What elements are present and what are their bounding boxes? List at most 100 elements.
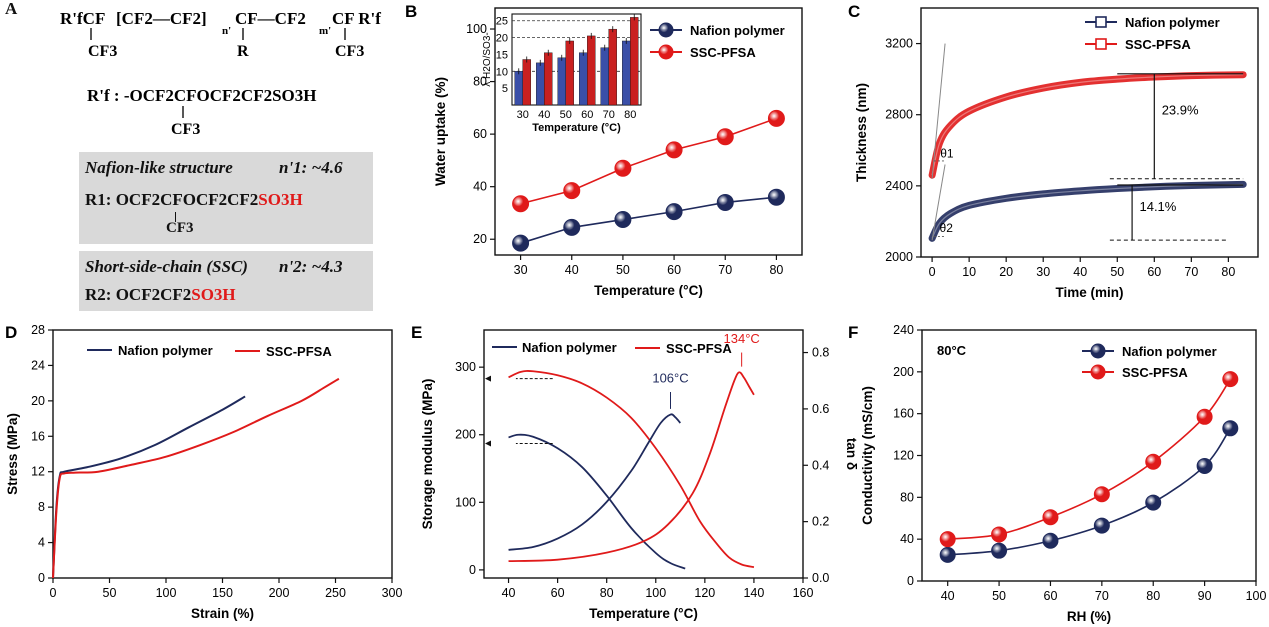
data-point-b	[665, 203, 683, 221]
x-tick-label-c: 40	[1073, 265, 1087, 279]
panel-letter-a: A	[5, 0, 18, 18]
legend-label-d: SSC-PFSA	[266, 344, 332, 359]
tangent-line-nafion	[931, 164, 946, 241]
y-axis-title-b: Water uptake (%)	[433, 77, 448, 186]
y-tick-label-f: 120	[893, 449, 914, 463]
x-tick-label-d: 250	[325, 586, 346, 600]
axis-pointer-head-e	[485, 440, 491, 447]
annotation-ssc-increase: 23.9%	[1162, 103, 1199, 118]
y-tick-label-c: 2000	[885, 250, 913, 264]
legend-marker-c	[1095, 16, 1107, 28]
inset-y-title: λ H2O/SO3-	[482, 32, 493, 86]
y-axis-title-e: Storage modulus (MPa)	[420, 379, 435, 530]
polymer-formula: R'fCF CF3 [CF2—CF2] n' CF—CF2 R m' CF R'…	[60, 9, 381, 138]
panel-letter-c: C	[848, 2, 860, 21]
y2-tick-label-e: 0.4	[812, 458, 829, 472]
series-curve-e	[508, 370, 755, 569]
legend-label-c: SSC-PFSA	[1125, 37, 1191, 52]
x-tick-label-d: 0	[50, 586, 57, 600]
data-point-f	[1222, 371, 1239, 388]
y-tick-label-b: 60	[473, 127, 487, 141]
x-tick-label-e: 120	[694, 586, 715, 600]
x-tick-label-f: 100	[1246, 589, 1267, 603]
inset-x-tick-label: 70	[603, 109, 615, 121]
legend-label-b: Nafion polymer	[690, 23, 785, 38]
legend-marker-f	[1090, 364, 1106, 380]
y-tick-label-e: 300	[455, 360, 476, 374]
chart-e: 40 60 80 100 120 140 160 0 100 200 300 Temperature …	[420, 329, 859, 621]
x-axis-title-d: Strain (%)	[191, 606, 254, 621]
y2-tick-label-e: 0.2	[812, 515, 829, 529]
y-tick-label-d: 24	[31, 358, 45, 372]
data-point-f	[991, 526, 1008, 543]
data-point-f	[1042, 532, 1059, 549]
formula-sub-m: m'	[319, 25, 331, 37]
x-tick-label-c: 10	[962, 265, 976, 279]
y2-axis-title-e: tan δ	[844, 438, 859, 470]
y2-tick-label-e: 0.8	[812, 346, 829, 360]
x-tick-label-e: 160	[793, 586, 814, 600]
x-tick-label-d: 300	[382, 586, 403, 600]
series-curve-highlight-c	[931, 183, 1244, 239]
chart-c: 0 10 20 30 40 50 60 70 80 2000 2400 2800 3200 Time (m…	[854, 7, 1259, 300]
y-tick-label-b: 100	[466, 22, 487, 36]
y-tick-label-b: 40	[473, 180, 487, 194]
formula-end-right: CF R'f	[332, 9, 381, 28]
x-tick-label-e: 80	[600, 586, 614, 600]
ssc-structure-box: Short-side-chain (SSC) n'2: ~4.3 R2: OCF…	[79, 251, 373, 311]
data-point-f	[1145, 453, 1162, 470]
y-tick-label-f: 160	[893, 407, 914, 421]
inset-bar	[536, 62, 545, 106]
r1-cf3: CF3	[166, 220, 194, 236]
formula-sub-n: n'	[222, 25, 231, 37]
series-curve-e	[508, 433, 686, 570]
series-curve-e	[508, 413, 681, 551]
x-tick-label-b: 40	[565, 263, 579, 277]
legend-label-c: Nafion polymer	[1125, 15, 1220, 30]
inset-x-tick-label: 30	[517, 109, 529, 121]
x-axis-title-f: RH (%)	[1067, 609, 1111, 624]
x-tick-label-f: 70	[1095, 589, 1109, 603]
inset-x-tick-label: 60	[581, 109, 593, 121]
inset-y-tick-label: 10	[496, 66, 508, 78]
x-axis-title-c: Time (min)	[1055, 285, 1123, 300]
data-point-f	[939, 531, 956, 548]
inset-x-title: Temperature (°C)	[532, 122, 621, 134]
x-tick-label-e: 40	[502, 586, 516, 600]
rf-definition: R'f : -OCF2CFOCF2CF2SO3H	[87, 86, 316, 105]
x-tick-label-e: 100	[645, 586, 666, 600]
inset-bar	[600, 47, 609, 106]
y2-tick-label-e: 0.0	[812, 571, 829, 585]
x-tick-label-f: 80	[1146, 589, 1160, 603]
inset-bar	[579, 52, 588, 106]
data-point-b	[512, 195, 530, 213]
x-tick-label-d: 200	[269, 586, 290, 600]
inset-x-tick-label: 40	[538, 109, 550, 121]
chart-d: 0 50 100 150 200 250 300 0 4 8 12 16 20 24 28 Strain (%…	[5, 323, 402, 621]
legend-label-e: Nafion polymer	[522, 340, 617, 355]
x-tick-label-c: 50	[1110, 265, 1124, 279]
y-tick-label-d: 20	[31, 394, 45, 408]
x-axis-title-b: Temperature (°C)	[594, 283, 703, 298]
inset-bar	[565, 40, 574, 106]
inset-bar	[608, 28, 617, 106]
data-point-f	[1196, 457, 1213, 474]
legend-label-f: SSC-PFSA	[1122, 365, 1188, 380]
inset-bar	[514, 71, 523, 106]
x-tick-label-c: 30	[1036, 265, 1050, 279]
data-point-b	[563, 218, 581, 236]
data-point-b	[563, 182, 581, 200]
y-tick-label-c: 2400	[885, 179, 913, 193]
x-tick-label-e: 60	[551, 586, 565, 600]
data-point-b	[614, 159, 632, 177]
data-point-f	[1222, 420, 1239, 437]
ssc-box-title: Short-side-chain (SSC)	[85, 257, 248, 276]
legend-marker-f	[1090, 343, 1106, 359]
legend-marker-c	[1095, 38, 1107, 50]
panel-letter-d: D	[5, 323, 17, 342]
series-curve-f	[947, 378, 1231, 540]
data-point-b	[512, 234, 530, 252]
series-line-b	[520, 196, 777, 244]
data-point-f	[1145, 494, 1162, 511]
y-tick-label-d: 4	[38, 536, 45, 550]
